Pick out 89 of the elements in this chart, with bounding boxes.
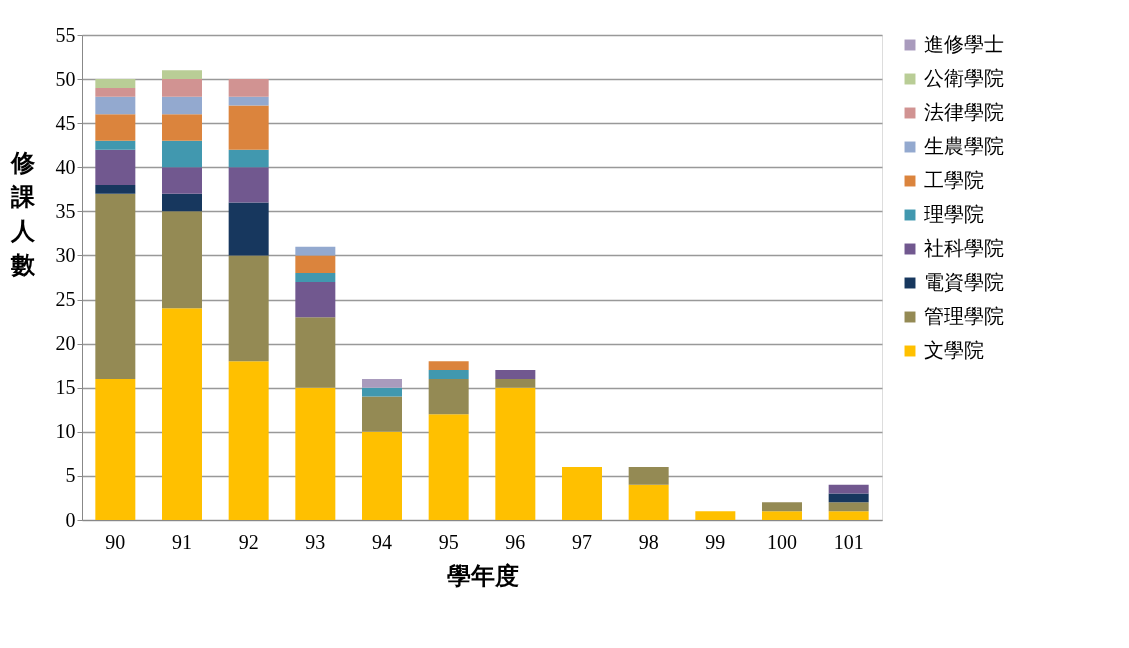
- bar: [162, 140, 202, 168]
- bar: [362, 387, 402, 397]
- bar: [428, 361, 469, 371]
- bar: [295, 317, 336, 388]
- y-axis-title: 修課人數: [9, 149, 36, 278]
- legend-label: 生農學院: [924, 135, 1004, 157]
- bar: [628, 467, 669, 485]
- y-tick-label: 50: [55, 67, 76, 90]
- bar: [428, 414, 469, 520]
- bar: [562, 467, 602, 520]
- bar: [762, 511, 802, 520]
- x-tick-label: 98: [638, 530, 659, 553]
- y-tick-label: 5: [65, 464, 76, 487]
- bar: [295, 273, 336, 282]
- bar: [828, 511, 869, 520]
- bar: [162, 167, 202, 194]
- bar: [428, 370, 469, 379]
- bar: [295, 281, 336, 318]
- bar: [495, 378, 536, 388]
- bar: [228, 79, 269, 97]
- bar: [95, 79, 136, 88]
- x-tick-label: 97: [572, 530, 592, 553]
- bar: [295, 387, 336, 520]
- bar: [162, 211, 202, 309]
- legend-label: 電資學院: [924, 271, 1004, 293]
- bar: [95, 193, 136, 379]
- legend-label: 理學院: [924, 203, 984, 225]
- bar: [162, 193, 202, 212]
- x-tick-label: 99: [705, 530, 726, 553]
- y-tick-label: 0: [65, 508, 76, 531]
- x-tick-label: 91: [172, 530, 192, 553]
- x-tick-label: 96: [505, 530, 526, 553]
- x-tick-label: 101: [833, 530, 864, 553]
- bar: [762, 502, 802, 512]
- y-tick-label: 10: [55, 420, 76, 443]
- legend-label: 文學院: [924, 339, 984, 361]
- y-tick-label: 15: [55, 376, 76, 399]
- x-tick-label: 100: [767, 530, 797, 553]
- bar: [228, 149, 269, 168]
- bar: [162, 79, 202, 97]
- legend-label: 社科學院: [924, 237, 1004, 259]
- legend-label: 進修學士: [924, 33, 1004, 55]
- y-tick-label: 30: [55, 243, 76, 266]
- bar: [95, 184, 136, 194]
- bar: [228, 167, 269, 203]
- bar: [295, 255, 336, 274]
- bar: [162, 96, 202, 115]
- legend-label: 法律學院: [924, 101, 1004, 123]
- y-tick-label: 35: [55, 199, 76, 222]
- x-tick-label: 95: [438, 530, 459, 553]
- bar: [228, 361, 269, 520]
- bar: [95, 140, 136, 150]
- y-tick-label: 20: [55, 332, 76, 355]
- bar: [628, 484, 669, 520]
- bar: [362, 378, 402, 388]
- y-tick-label: 25: [55, 288, 76, 311]
- bar: [228, 96, 269, 106]
- bar: [162, 308, 202, 520]
- x-tick-label: 94: [372, 530, 392, 553]
- bar: [828, 484, 869, 494]
- x-tick-label: 93: [305, 530, 326, 553]
- x-tick-label: 92: [238, 530, 259, 553]
- bar: [428, 378, 469, 415]
- bar: [295, 246, 336, 256]
- x-axis-title: 學年度: [446, 562, 519, 589]
- bar: [228, 105, 269, 150]
- bar: [228, 202, 269, 256]
- bar: [228, 255, 269, 362]
- bar: [362, 396, 402, 432]
- bar: [162, 114, 202, 141]
- bar: [95, 378, 136, 520]
- bar: [162, 70, 202, 80]
- bar: [828, 493, 869, 503]
- x-tick-label: 90: [105, 530, 126, 553]
- bar: [495, 370, 536, 379]
- bar: [362, 431, 402, 520]
- y-tick-label: 45: [55, 111, 76, 134]
- y-tick-label: 55: [55, 23, 76, 46]
- bar: [828, 502, 869, 512]
- bar: [95, 87, 136, 97]
- legend-label: 工學院: [924, 169, 984, 191]
- legend-label: 公衛學院: [924, 67, 1004, 89]
- bar: [95, 149, 136, 185]
- bar: [695, 511, 736, 520]
- bar: [95, 114, 136, 141]
- bar: [495, 387, 536, 520]
- legend-label: 管理學院: [924, 305, 1004, 327]
- bar: [95, 96, 136, 115]
- y-tick-label: 40: [55, 155, 76, 178]
